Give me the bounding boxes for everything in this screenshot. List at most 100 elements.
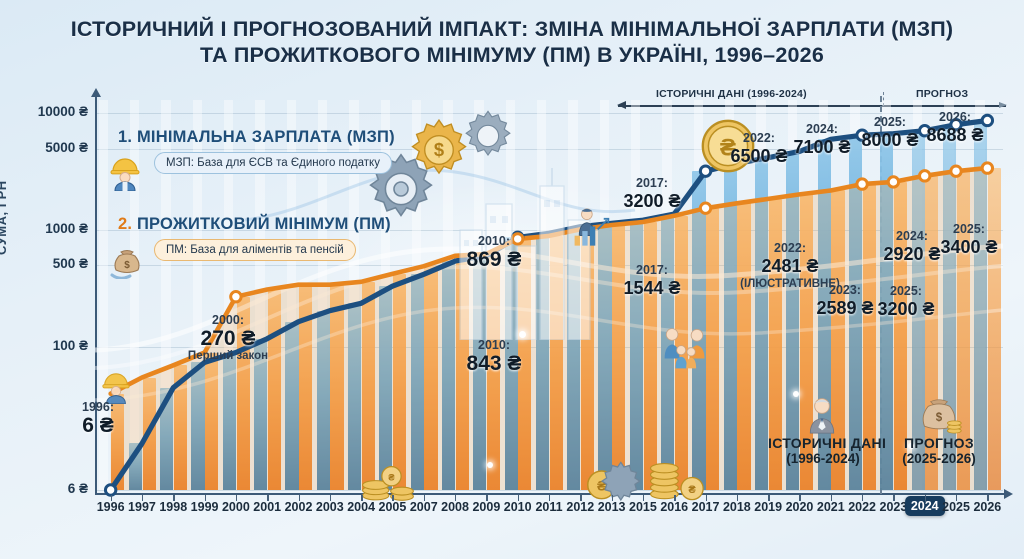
background-band — [192, 100, 203, 490]
bar-pm[interactable] — [236, 296, 250, 490]
sparkle — [487, 462, 493, 468]
annotation-pm: 2017: 1544 ₴ — [623, 263, 680, 300]
x-tick-2013: 2013 — [597, 500, 626, 514]
bar-pm[interactable] — [393, 273, 407, 490]
bar-pm[interactable] — [299, 284, 313, 490]
bar-pm[interactable] — [612, 225, 626, 490]
bar-mzp[interactable] — [191, 362, 205, 490]
bar-mzp[interactable] — [974, 120, 988, 490]
x-tick-mark — [705, 495, 707, 501]
annotation-value: 3400 ₴ — [940, 237, 998, 257]
annotation-year: 2024: — [896, 229, 928, 243]
annotation-year: 2022: — [743, 131, 775, 145]
bar-pm[interactable] — [361, 281, 375, 490]
bar-mzp[interactable] — [880, 133, 894, 490]
data-point-marker[interactable] — [918, 124, 932, 138]
bar-pm[interactable] — [424, 266, 438, 490]
bar-mzp[interactable] — [285, 321, 299, 490]
annotation-pm: 2025: 3400 ₴ — [940, 222, 997, 259]
bar-mzp[interactable] — [441, 261, 456, 490]
annotation-year: 2000: — [212, 313, 244, 327]
x-tick-mark — [204, 495, 206, 501]
x-tick-2019: 2019 — [754, 500, 783, 514]
x-tick-mark — [987, 495, 989, 501]
x-tick-mark — [517, 495, 520, 501]
bar-mzp[interactable] — [786, 151, 800, 490]
bar-mzp[interactable] — [379, 286, 393, 490]
background-band — [349, 100, 359, 490]
bar-pm[interactable] — [173, 365, 188, 490]
bar-mzp[interactable] — [347, 303, 362, 490]
annotation-year: 2025: — [953, 222, 985, 236]
bar-mzp[interactable] — [911, 130, 925, 490]
y-tick-label: 6 ₴ — [67, 481, 88, 496]
bar-mzp[interactable] — [222, 352, 236, 490]
x-tick-2024: 2024 — [904, 496, 945, 516]
x-tick-2000: 2000 — [221, 500, 250, 514]
legend-pm-label: ПРОЖИТКОВИЙ МІНІМУМ (ПМ) — [136, 215, 391, 233]
bar-pm[interactable] — [330, 284, 344, 490]
bar-mzp[interactable] — [755, 157, 769, 490]
bar-mzp[interactable] — [723, 163, 737, 490]
bar-pm[interactable] — [643, 222, 657, 490]
data-point-marker[interactable] — [698, 164, 713, 178]
x-tick-2022: 2022 — [848, 500, 876, 514]
bar-mzp[interactable] — [160, 387, 174, 490]
region-historical-line2: (1996-2024) — [786, 451, 860, 466]
annotation-value: 869 ₴ — [466, 248, 522, 271]
x-tick-2025: 2025 — [942, 500, 970, 514]
x-tick-mark — [235, 495, 238, 501]
data-point-marker[interactable] — [980, 113, 995, 128]
data-point-marker[interactable] — [918, 169, 932, 183]
bar-mzp[interactable] — [848, 135, 863, 490]
data-point-marker[interactable] — [980, 161, 995, 175]
data-point-marker[interactable] — [855, 128, 869, 142]
annotation-year: 2022: — [774, 241, 806, 255]
x-tick-mark — [423, 495, 426, 501]
x-tick-2010: 2010 — [503, 500, 532, 514]
annotation-value: 7100 ₴ — [793, 137, 851, 157]
annotation-value: 8000 ₴ — [861, 130, 919, 150]
legend-item-mzp[interactable]: 1. МІНІМАЛЬНА ЗАРПЛАТА (МЗП) МЗП: База д… — [118, 128, 395, 174]
annotation-year: 2010: — [478, 234, 510, 248]
legend-pm-chip: ПМ: База для аліментів та пенсій — [154, 239, 356, 261]
bar-mzp[interactable] — [629, 220, 643, 490]
region-forecast-line1: ПРОГНОЗ — [904, 435, 974, 451]
annotation-year: 2024: — [806, 122, 838, 136]
x-tick-mark — [329, 495, 332, 501]
bar-mzp[interactable] — [254, 338, 268, 490]
annotation-value: 2920 ₴ — [883, 244, 941, 264]
bar-pm[interactable] — [111, 393, 125, 490]
annotation-year: 2017: — [636, 176, 668, 190]
data-point-marker[interactable] — [886, 175, 901, 189]
annotation-pm: 2010: 843 ₴ — [467, 338, 522, 375]
x-tick-mark — [392, 495, 394, 501]
y-axis-title: СУМА, ГРН — [0, 180, 9, 255]
data-point-marker[interactable] — [698, 201, 713, 215]
period-historical-label: ІСТОРИЧНІ ДАНІ (1996-2024) — [656, 88, 807, 100]
data-point-marker[interactable] — [949, 164, 963, 178]
x-tick-mark — [455, 495, 457, 501]
x-tick-2015: 2015 — [629, 500, 657, 514]
bar-mzp[interactable] — [942, 124, 957, 490]
sparkle — [519, 331, 526, 338]
data-point-marker[interactable] — [229, 290, 243, 304]
x-tick-2004: 2004 — [347, 500, 376, 514]
x-axis — [95, 489, 1013, 499]
x-tick-2009: 2009 — [472, 500, 501, 514]
bar-mzp[interactable] — [598, 223, 612, 490]
data-point-marker[interactable] — [103, 483, 118, 497]
annotation-value: 2481 ₴ — [761, 256, 819, 276]
data-point-marker[interactable] — [855, 177, 869, 191]
annotation-pm: 2023: 2589 ₴ — [816, 283, 873, 320]
bar-mzp[interactable] — [316, 310, 330, 490]
sparkle — [908, 443, 914, 449]
legend-item-pm[interactable]: 2. ПРОЖИТКОВИЙ МІНІМУМ (ПМ) ПМ: База для… — [118, 215, 391, 261]
legend-mzp-label: МІНІМАЛЬНА ЗАРПЛАТА (МЗП) — [136, 128, 395, 146]
annotation-mzp: 2026: 8688 ₴ — [926, 110, 983, 147]
bar-mzp[interactable] — [410, 274, 424, 490]
bar-pm[interactable] — [205, 352, 219, 490]
bar-pm[interactable] — [267, 289, 281, 490]
data-point-marker[interactable] — [949, 117, 963, 132]
